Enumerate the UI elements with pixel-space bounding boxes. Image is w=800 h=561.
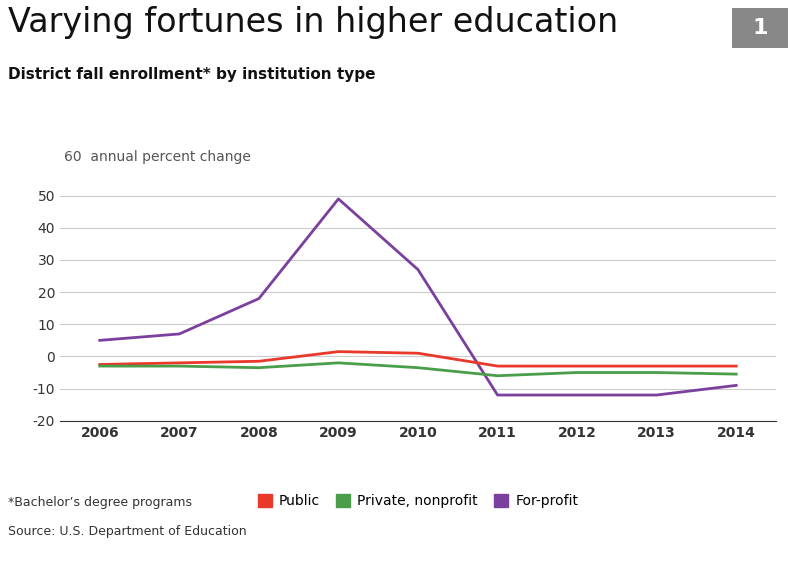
Legend: Public, Private, nonprofit, For-profit: Public, Private, nonprofit, For-profit <box>252 489 584 514</box>
Text: 60  annual percent change: 60 annual percent change <box>64 150 251 163</box>
Text: Source: U.S. Department of Education: Source: U.S. Department of Education <box>8 525 246 537</box>
Text: District fall enrollment* by institution type: District fall enrollment* by institution… <box>8 67 375 82</box>
Text: 1: 1 <box>752 18 768 38</box>
Text: *Bachelor’s degree programs: *Bachelor’s degree programs <box>8 496 192 509</box>
Text: Varying fortunes in higher education: Varying fortunes in higher education <box>8 6 618 39</box>
